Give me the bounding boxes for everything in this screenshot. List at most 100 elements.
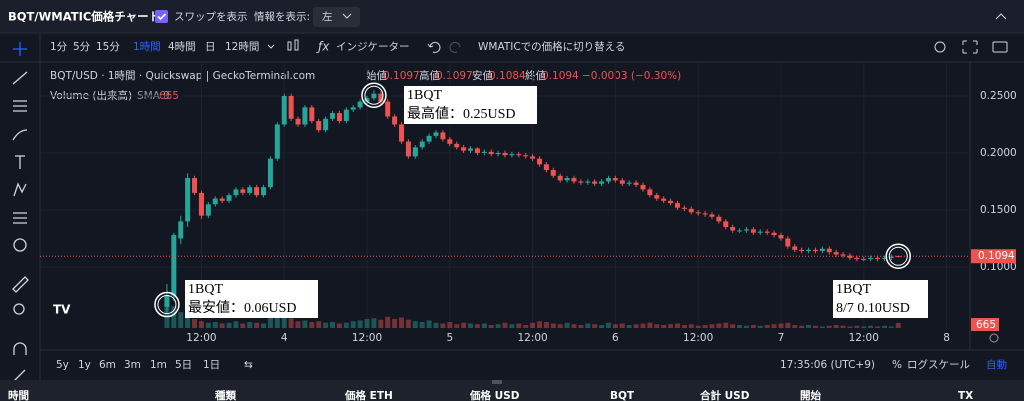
volume-bar <box>502 322 508 328</box>
percent-toggle[interactable]: % <box>892 359 902 371</box>
range-button[interactable]: 1y <box>78 359 91 371</box>
info-select[interactable] <box>313 7 360 27</box>
text-tool[interactable] <box>15 155 25 169</box>
candle-body <box>495 152 501 155</box>
volume-bar <box>585 323 591 328</box>
candle-style-button[interactable] <box>287 39 299 51</box>
volume-bar <box>626 325 632 328</box>
pattern-tool[interactable] <box>13 182 27 197</box>
candle-body <box>343 109 349 122</box>
candle-body <box>847 255 853 258</box>
candle-body <box>806 249 812 252</box>
collapse-button[interactable] <box>995 13 1007 20</box>
interval-button[interactable]: 15分 <box>96 41 120 53</box>
volume-bar <box>530 322 536 328</box>
candle-body <box>336 113 342 122</box>
interval-button[interactable]: 5分 <box>73 41 91 53</box>
axis-settings[interactable] <box>989 333 999 343</box>
line-tool[interactable] <box>12 71 28 85</box>
brush-tool[interactable] <box>12 129 28 141</box>
ruler-tool[interactable] <box>12 276 29 293</box>
range-button[interactable]: 1日 <box>203 359 220 371</box>
checkbox[interactable] <box>155 10 168 23</box>
volume-bar <box>274 315 280 328</box>
prediction-tool[interactable] <box>13 212 27 224</box>
volume-bar <box>364 319 370 328</box>
magnet-tool[interactable] <box>13 342 27 355</box>
candle-body <box>612 178 618 181</box>
candle-body <box>633 182 639 185</box>
indicators-button[interactable]: インジケーター <box>336 41 410 53</box>
candle-body <box>619 180 625 184</box>
range-button[interactable]: 3m <box>124 359 141 371</box>
volume-bar <box>812 325 818 328</box>
highlight-ring <box>157 295 177 315</box>
candle-body <box>668 200 674 204</box>
log-toggle[interactable]: ログスケール <box>907 358 970 371</box>
screenshot[interactable] <box>992 41 1008 53</box>
date-range-icon[interactable]: ⇆ <box>244 359 253 371</box>
legend-ohlc-value: 0.1094 <box>542 70 579 82</box>
volume-bar <box>599 325 605 328</box>
fib-tool[interactable] <box>13 100 27 112</box>
candle-body <box>881 257 887 259</box>
auto-toggle[interactable]: 自動 <box>986 358 1007 371</box>
x-tick-label: 8 <box>943 332 950 344</box>
candle-body <box>592 181 598 184</box>
chevron <box>342 13 352 19</box>
volume-bar <box>488 325 494 328</box>
volume-bar <box>212 322 218 328</box>
legend-ohlc-value: 0.1097 <box>436 70 473 82</box>
table-column: BQT <box>610 390 635 401</box>
candle-body <box>261 187 267 196</box>
candle-body <box>681 207 687 209</box>
info-select-value: 左 <box>322 10 333 23</box>
legend-ohlc-value: 0.1084 <box>489 70 526 82</box>
currency-switch[interactable]: WMATICでの価格に切り替える <box>478 40 625 53</box>
interval-menu[interactable] <box>267 44 275 49</box>
header-bar <box>0 0 1024 33</box>
x-tick-label: 12:00 <box>849 332 879 344</box>
volume-bar <box>647 322 653 328</box>
candle-body <box>888 256 894 258</box>
volume-bar <box>819 326 825 328</box>
range-button[interactable]: 6m <box>99 359 116 371</box>
emoji-tool[interactable] <box>13 238 27 252</box>
zoom-tool[interactable] <box>13 303 25 315</box>
range-button[interactable]: 5日 <box>175 359 192 371</box>
volume-bar <box>371 318 377 328</box>
interval-button[interactable]: 4時間 <box>168 41 196 53</box>
settings[interactable] <box>934 41 946 53</box>
volume-bar <box>323 322 329 328</box>
volume-bar <box>861 326 867 328</box>
swap-toggle[interactable]: スワップを表示 <box>174 10 248 23</box>
interval-button[interactable]: 1分 <box>50 41 68 53</box>
volume-bar <box>426 320 432 328</box>
volume-bar <box>757 325 763 328</box>
annotation-text: 8/7 0.10USD <box>836 301 910 316</box>
table-column: 種類 <box>215 389 236 401</box>
volume-bar <box>454 324 460 328</box>
candle-body <box>599 181 605 184</box>
candle-body <box>557 175 563 181</box>
volume-bar <box>730 324 736 328</box>
interval-button[interactable]: 12時間 <box>225 41 259 53</box>
candle-body <box>674 203 680 208</box>
interval-button[interactable]: 1時間 <box>133 41 161 53</box>
candle-body <box>523 155 529 157</box>
candle-body <box>254 187 260 196</box>
tv-logo[interactable] <box>50 300 74 320</box>
resize-handle[interactable] <box>492 380 502 384</box>
redo[interactable] <box>449 41 461 53</box>
crosshair-tool[interactable] <box>13 42 27 56</box>
candle-body <box>419 141 425 148</box>
undo[interactable] <box>427 41 441 53</box>
interval-button[interactable]: 日 <box>205 41 216 53</box>
volume-tag-label: 665 <box>976 319 996 331</box>
volume-bar <box>875 326 881 328</box>
fullscreen[interactable] <box>962 40 978 54</box>
candle-body <box>647 189 653 196</box>
volume-bar <box>247 322 253 328</box>
range-button[interactable]: 1m <box>150 359 167 371</box>
range-button[interactable]: 5y <box>56 359 69 371</box>
